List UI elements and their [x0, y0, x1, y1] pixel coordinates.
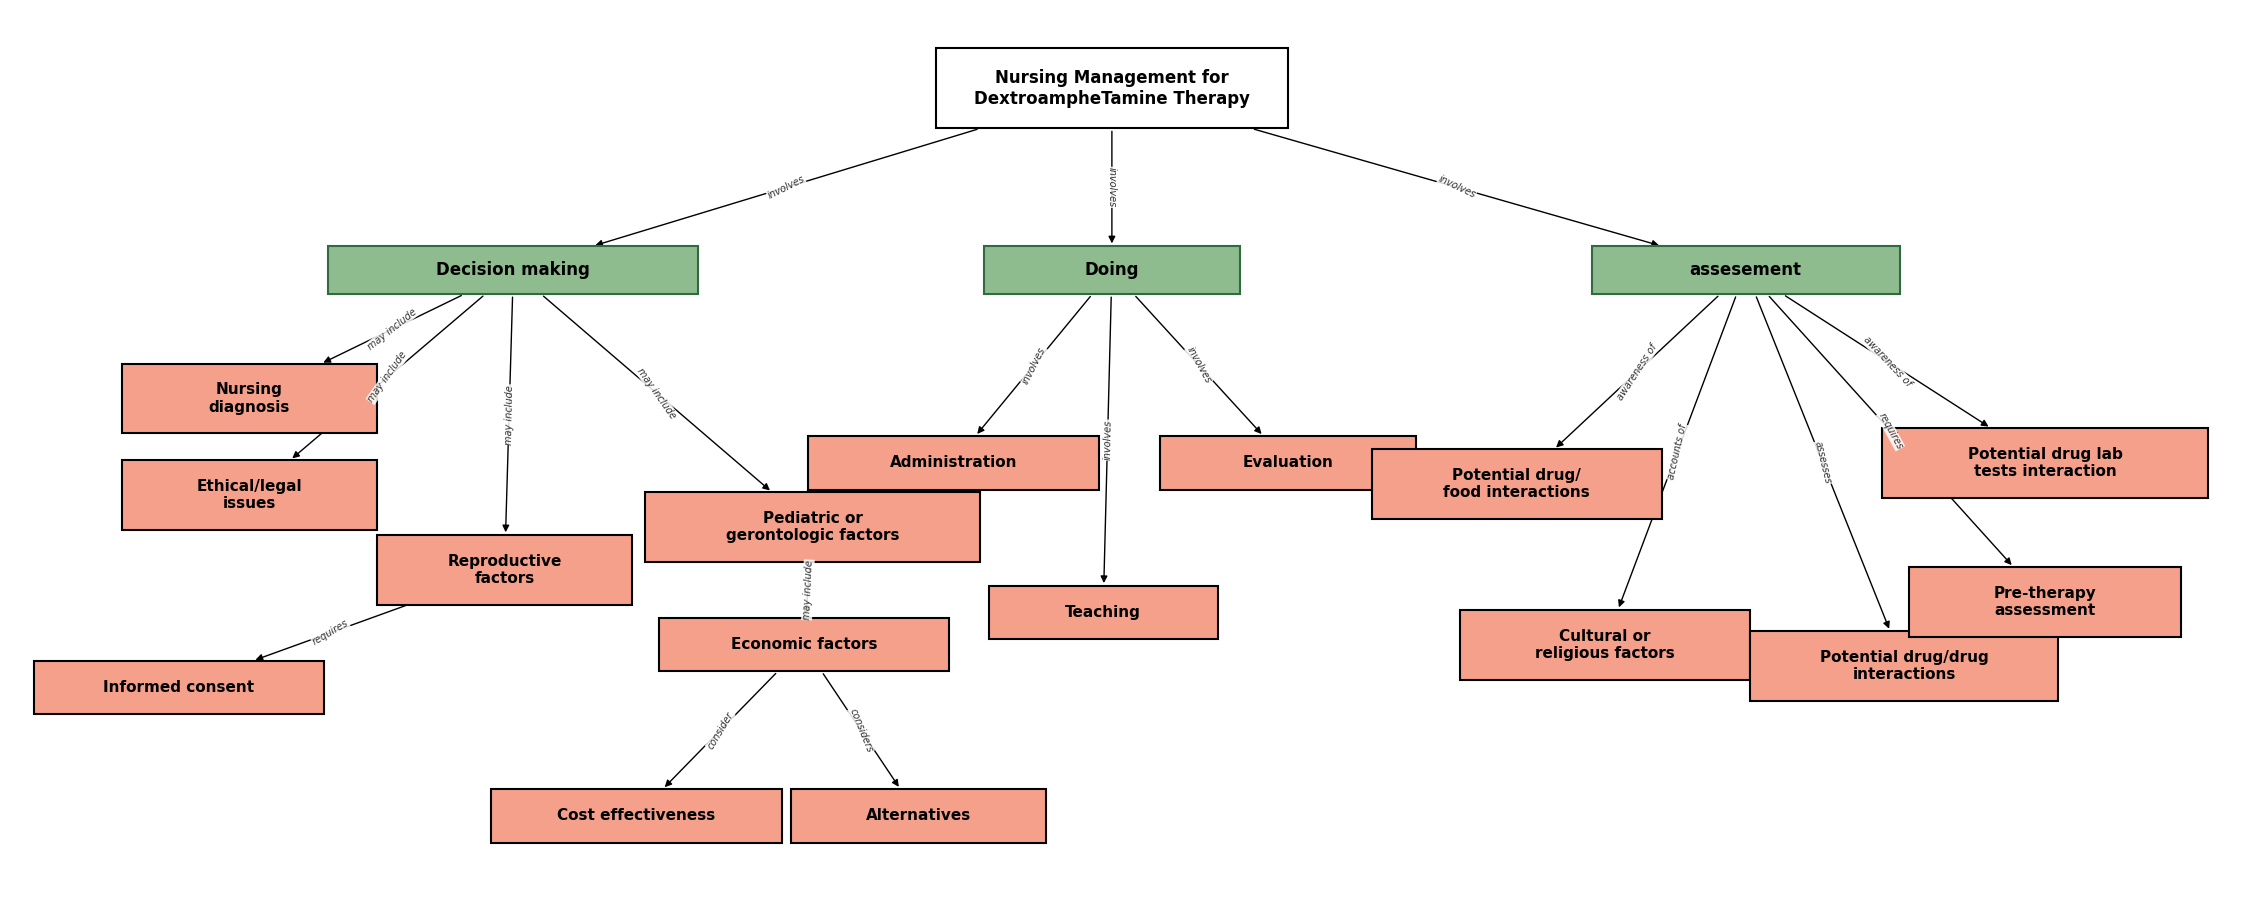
Text: Nursing
diagnosis: Nursing diagnosis [208, 382, 289, 414]
FancyBboxPatch shape [660, 618, 949, 672]
FancyBboxPatch shape [646, 492, 980, 562]
Text: Cost effectiveness: Cost effectiveness [558, 809, 716, 824]
Text: Decision making: Decision making [436, 262, 590, 279]
Text: Administration: Administration [890, 456, 1017, 470]
FancyBboxPatch shape [791, 789, 1046, 843]
Text: assesement: assesement [1690, 262, 1803, 279]
FancyBboxPatch shape [1909, 567, 2182, 637]
Text: Cultural or
religious factors: Cultural or religious factors [1534, 629, 1674, 661]
FancyBboxPatch shape [328, 246, 698, 295]
Text: involves: involves [1437, 174, 1477, 200]
Text: Pre-therapy
assessment: Pre-therapy assessment [1995, 586, 2096, 619]
Text: consider: consider [705, 710, 734, 751]
FancyBboxPatch shape [1459, 610, 1751, 680]
Text: involves: involves [1102, 420, 1114, 460]
Text: Nursing Management for
DextroampheTamine Therapy: Nursing Management for DextroampheTamine… [974, 69, 1249, 108]
FancyBboxPatch shape [1371, 449, 1663, 519]
Text: Potential drug/drug
interactions: Potential drug/drug interactions [1821, 650, 1988, 683]
FancyBboxPatch shape [985, 246, 1240, 295]
Text: may include: may include [504, 384, 515, 445]
Text: may include: may include [635, 366, 678, 421]
FancyBboxPatch shape [122, 364, 377, 434]
Text: Pediatric or
gerontologic factors: Pediatric or gerontologic factors [725, 511, 899, 544]
FancyBboxPatch shape [1751, 631, 2058, 701]
Text: accounts of: accounts of [1667, 424, 1687, 480]
Text: Potential drug lab
tests interaction: Potential drug lab tests interaction [1968, 447, 2123, 479]
Text: requires: requires [312, 619, 350, 647]
Text: involves: involves [1107, 167, 1116, 208]
FancyBboxPatch shape [377, 535, 633, 605]
FancyBboxPatch shape [1882, 428, 2207, 498]
FancyBboxPatch shape [34, 661, 323, 715]
Text: Teaching: Teaching [1066, 605, 1141, 620]
Text: assesses: assesses [1812, 440, 1832, 485]
Text: involves: involves [1184, 345, 1213, 385]
FancyBboxPatch shape [935, 48, 1288, 128]
Text: involves: involves [1021, 345, 1048, 385]
FancyBboxPatch shape [809, 436, 1098, 490]
Text: involves: involves [766, 174, 806, 200]
Text: Doing: Doing [1084, 262, 1139, 279]
Text: awareness of: awareness of [1615, 342, 1658, 402]
FancyBboxPatch shape [1593, 246, 1900, 295]
Text: Reproductive
factors: Reproductive factors [447, 554, 562, 586]
Text: Alternatives: Alternatives [865, 809, 971, 824]
Text: may include: may include [366, 307, 418, 351]
Text: Informed consent: Informed consent [104, 680, 255, 695]
Text: may include: may include [802, 560, 813, 620]
Text: considers: considers [847, 706, 874, 754]
FancyBboxPatch shape [1161, 436, 1416, 490]
FancyBboxPatch shape [122, 460, 377, 530]
FancyBboxPatch shape [989, 586, 1218, 640]
FancyBboxPatch shape [490, 789, 782, 843]
Text: may include: may include [366, 350, 409, 404]
Text: Economic factors: Economic factors [730, 637, 876, 652]
Text: Potential drug/
food interactions: Potential drug/ food interactions [1444, 468, 1590, 501]
Text: awareness of: awareness of [1861, 334, 1913, 388]
Text: Ethical/legal
issues: Ethical/legal issues [197, 479, 303, 511]
Text: requires: requires [1877, 411, 1904, 451]
Text: Evaluation: Evaluation [1242, 456, 1333, 470]
